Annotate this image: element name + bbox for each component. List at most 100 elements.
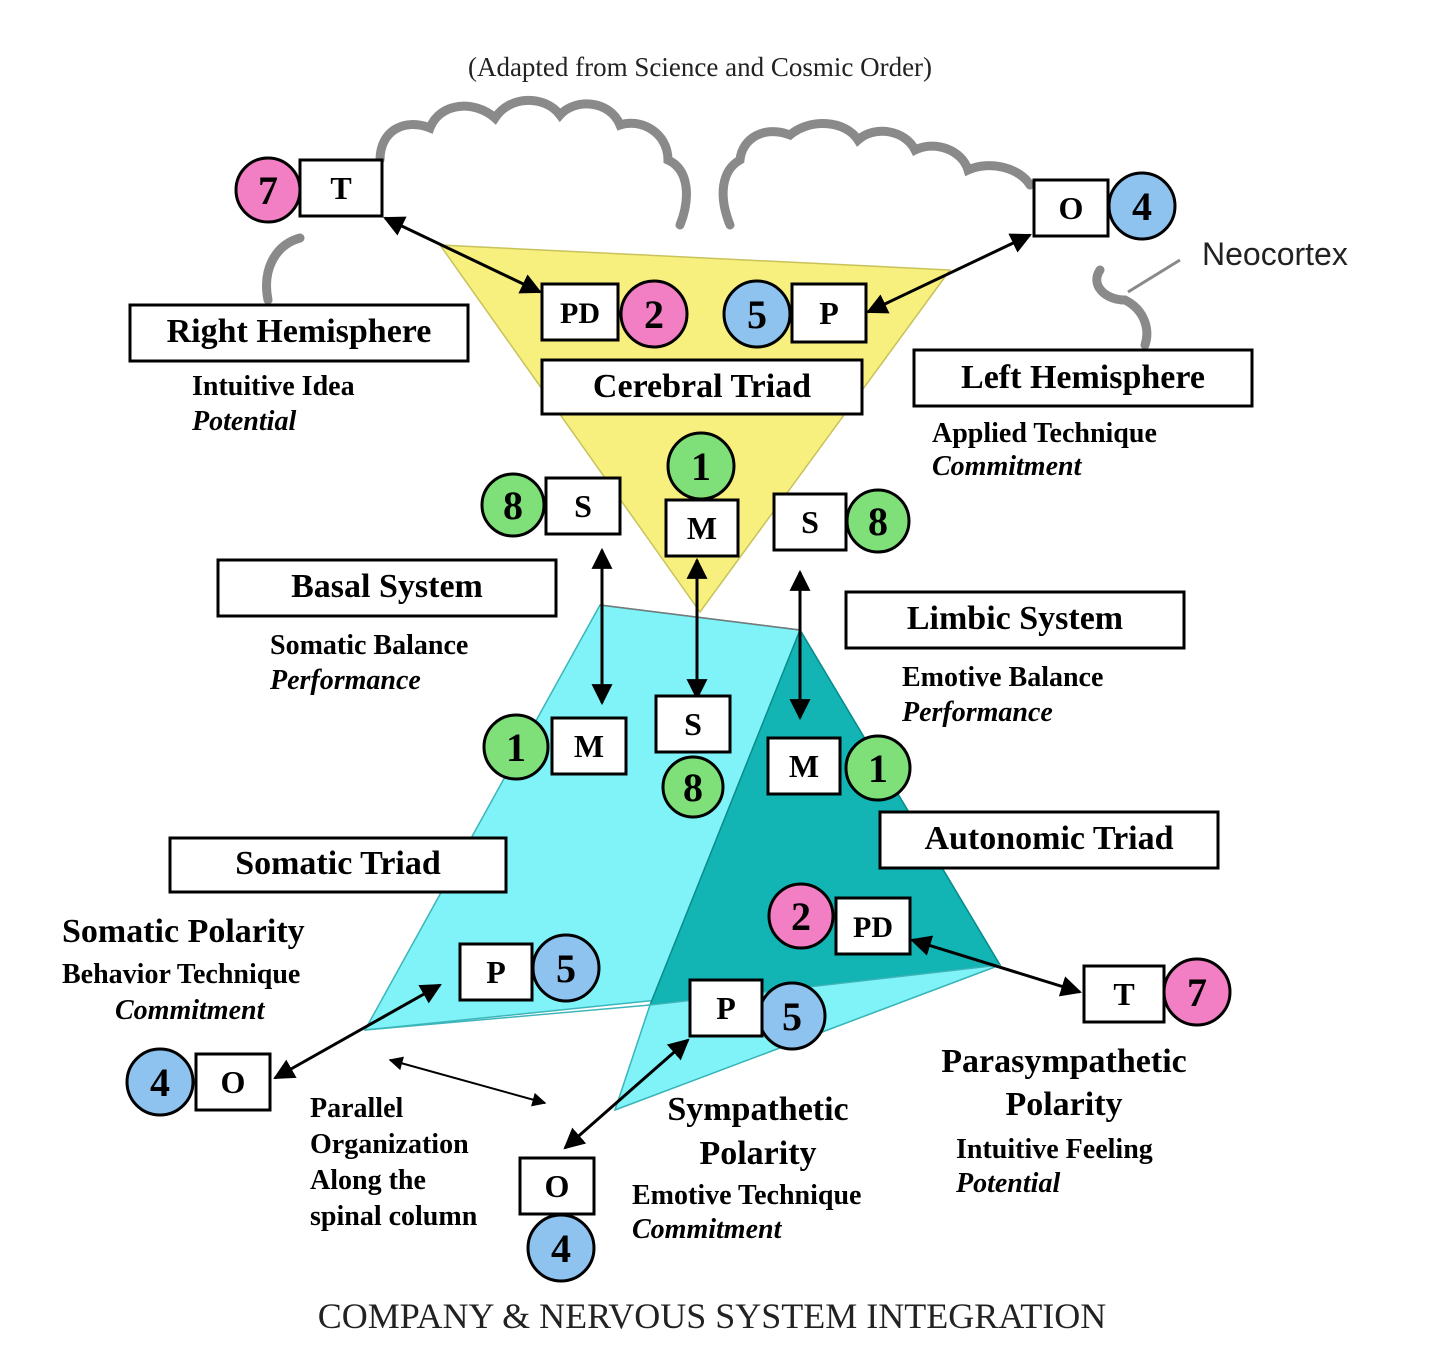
number-circle bbox=[480, 472, 546, 538]
autonomic-triad-box: Autonomic Triad bbox=[878, 810, 1220, 870]
node-t-bottom: 7T bbox=[1082, 957, 1232, 1027]
neocortex-label: Neocortex bbox=[1202, 236, 1348, 272]
number-label: 8 bbox=[868, 499, 888, 544]
number-label: 5 bbox=[747, 292, 767, 337]
number-label: 5 bbox=[782, 994, 802, 1039]
letter-box bbox=[688, 978, 764, 1038]
footer-title: COMPANY & NERVOUS SYSTEM INTEGRATION bbox=[318, 1296, 1107, 1336]
node-s-mid: 8S bbox=[654, 694, 732, 819]
letter-label: T bbox=[1113, 976, 1134, 1012]
limbic-system-line2: Performance bbox=[901, 697, 1053, 728]
letter-box bbox=[654, 694, 732, 754]
number-label: 2 bbox=[644, 292, 664, 337]
parallel-line2: Organization bbox=[310, 1129, 469, 1160]
basal-system-line1: Somatic Balance bbox=[270, 630, 468, 661]
node-pd-bottom: 2 PD bbox=[767, 882, 912, 956]
letter-box bbox=[544, 476, 622, 536]
node-o-top: 4O bbox=[1032, 171, 1177, 241]
letter-label: P bbox=[716, 990, 736, 1026]
letter-label: P bbox=[486, 954, 506, 990]
letter-box bbox=[772, 492, 848, 552]
number-circle bbox=[125, 1047, 195, 1117]
node-p-somatic: 5P bbox=[458, 933, 601, 1003]
letter-label: S bbox=[574, 488, 592, 524]
sympathetic-line3: Emotive Technique bbox=[632, 1180, 861, 1211]
parasympathetic-line4: Potential bbox=[955, 1168, 1060, 1199]
parallel-line1: Parallel bbox=[310, 1093, 404, 1124]
letter-box bbox=[540, 282, 620, 342]
left-hemisphere-line1: Applied Technique bbox=[932, 418, 1157, 449]
subtitle: (Adapted from Science and Cosmic Order) bbox=[468, 52, 932, 82]
arrow-o-p-somatic bbox=[273, 983, 442, 1080]
letter-label: M bbox=[789, 748, 819, 784]
left-hemisphere-box: Left Hemisphere bbox=[912, 348, 1254, 408]
number-label: 7 bbox=[1187, 970, 1207, 1015]
number-circle bbox=[619, 279, 689, 349]
parallel-line4: spinal column bbox=[310, 1201, 478, 1232]
number-label: 4 bbox=[1132, 184, 1152, 229]
node-pd-top: 2 PD bbox=[540, 279, 689, 349]
sympathetic-line2: Polarity bbox=[699, 1135, 816, 1172]
letter-box bbox=[766, 736, 842, 796]
number-circle bbox=[722, 279, 792, 349]
letter-label: M bbox=[574, 728, 604, 764]
somatic-polarity-line1: Behavior Technique bbox=[62, 959, 300, 990]
letter-box bbox=[194, 1052, 272, 1112]
number-label: 4 bbox=[150, 1060, 170, 1105]
left-hemisphere-title: Left Hemisphere bbox=[961, 359, 1205, 396]
number-label: 4 bbox=[551, 1226, 571, 1271]
letter-box bbox=[664, 498, 740, 558]
number-label: 8 bbox=[503, 483, 523, 528]
parasympathetic-line1: Parasympathetic bbox=[941, 1043, 1187, 1080]
letter-box bbox=[1032, 178, 1110, 238]
basal-system-line2: Performance bbox=[269, 665, 421, 696]
right-hemisphere-line1: Intuitive Idea bbox=[192, 371, 355, 402]
letter-label: T bbox=[330, 170, 351, 206]
number-circle bbox=[767, 882, 835, 950]
letter-box bbox=[458, 942, 534, 1002]
node-m-right: 1M bbox=[766, 734, 912, 802]
number-label: 1 bbox=[506, 725, 526, 770]
letter-box bbox=[790, 282, 868, 344]
letter-box bbox=[518, 1156, 596, 1216]
arrow-parallel bbox=[388, 1056, 547, 1107]
sympathetic-line1: Sympathetic bbox=[667, 1091, 848, 1128]
cerebral-triad-title: Cerebral Triad bbox=[593, 368, 811, 405]
somatic-polarity-line2: Commitment bbox=[115, 995, 266, 1026]
number-label: 7 bbox=[258, 168, 278, 213]
letter-label: S bbox=[801, 504, 819, 540]
somatic-triad-title: Somatic Triad bbox=[235, 845, 441, 882]
letter-label: PD bbox=[560, 297, 600, 330]
limbic-system-line1: Emotive Balance bbox=[902, 662, 1103, 693]
letter-box bbox=[834, 896, 912, 956]
letter-box bbox=[298, 158, 384, 218]
right-hemisphere-box: Right Hemisphere bbox=[128, 303, 470, 363]
node-p-symp: 5P bbox=[688, 978, 827, 1051]
parasympathetic-line3: Intuitive Feeling bbox=[956, 1134, 1153, 1165]
node-o-symp: 4O bbox=[518, 1156, 596, 1283]
letter-label: O bbox=[221, 1064, 246, 1100]
letter-label: M bbox=[687, 510, 717, 546]
basal-system-box: Basal System bbox=[216, 558, 558, 618]
parallel-line3: Along the bbox=[310, 1165, 426, 1196]
limbic-system-box: Limbic System bbox=[844, 590, 1186, 650]
autonomic-triad-title: Autonomic Triad bbox=[924, 820, 1173, 857]
node-s-right: 8S bbox=[772, 488, 911, 554]
cerebral-triad-box: Cerebral Triad bbox=[540, 358, 864, 416]
right-hemisphere-title: Right Hemisphere bbox=[167, 313, 432, 350]
letter-box bbox=[550, 716, 628, 776]
number-label: 1 bbox=[691, 444, 711, 489]
arrow-p-o bbox=[866, 233, 1032, 314]
number-circle bbox=[482, 713, 550, 781]
arrow-t-pd bbox=[383, 216, 542, 294]
number-circle bbox=[844, 734, 912, 802]
letter-label: O bbox=[545, 1168, 570, 1204]
somatic-triad-box: Somatic Triad bbox=[168, 836, 508, 894]
somatic-polarity-title: Somatic Polarity bbox=[62, 913, 305, 950]
neocortex-outline-left bbox=[262, 95, 691, 305]
